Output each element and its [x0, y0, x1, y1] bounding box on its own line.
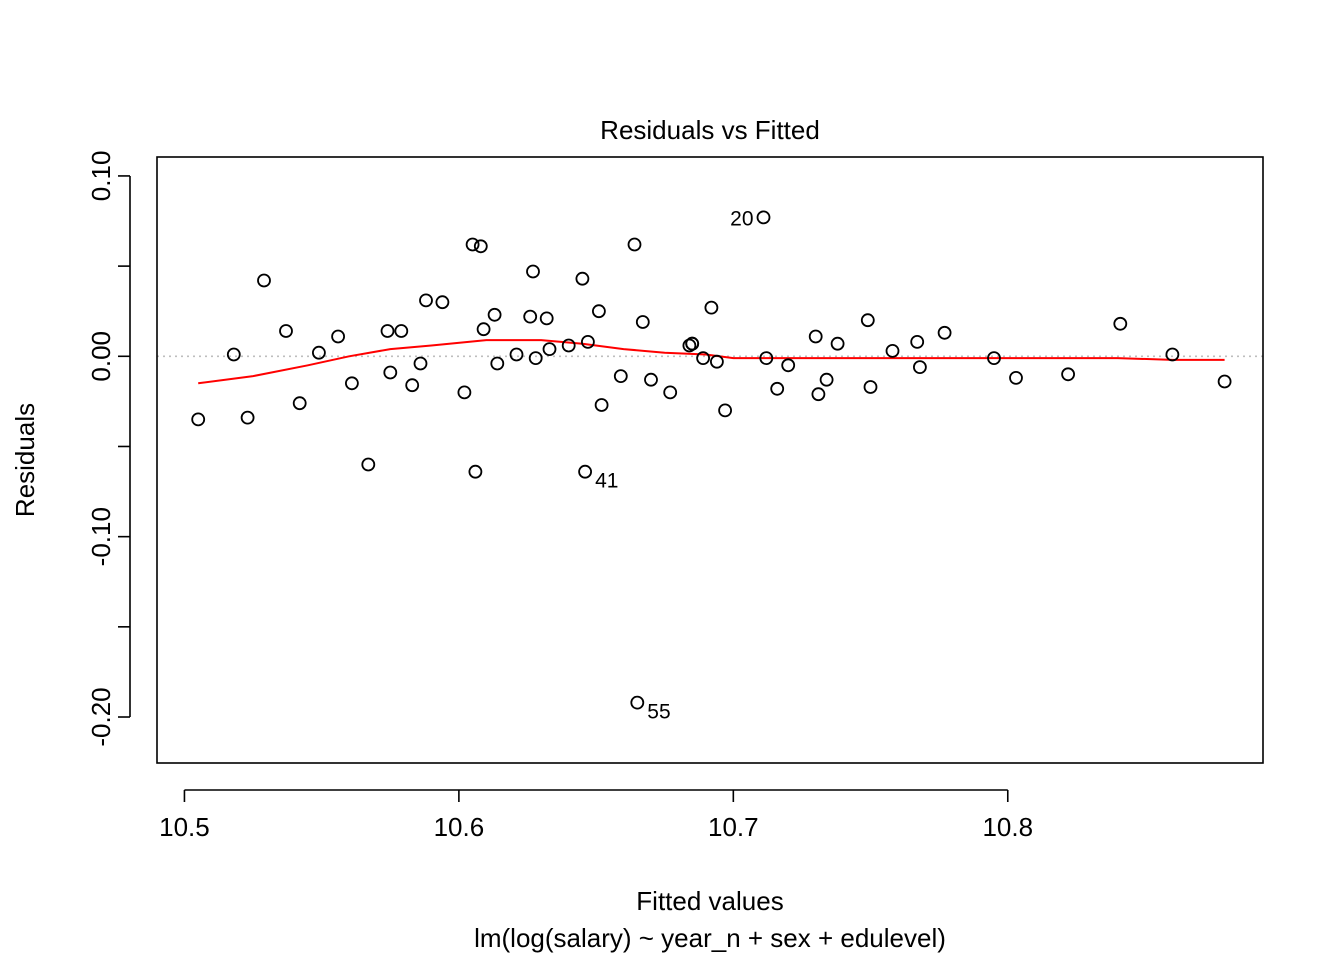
- points-layer: [191, 210, 1232, 710]
- data-point: [465, 237, 480, 252]
- data-point: [819, 372, 834, 387]
- data-point: [811, 387, 826, 402]
- data-point: [311, 345, 326, 360]
- x-axis: 10.5 10.6 10.7 10.8: [159, 789, 1033, 842]
- data-point: [759, 351, 774, 366]
- annotation-layer: 20 41 55: [595, 207, 753, 723]
- outlier-label: 41: [595, 470, 618, 493]
- smooth-line-layer: [198, 339, 1225, 385]
- data-point: [937, 325, 952, 340]
- smooth-line: [198, 339, 1225, 385]
- y-tick-label: 0.10: [86, 151, 116, 202]
- data-point: [561, 338, 576, 353]
- data-point: [394, 324, 409, 338]
- data-point: [885, 343, 900, 358]
- y-tick-label: -0.20: [86, 687, 116, 746]
- y-tick-label: -0.10: [86, 507, 116, 566]
- data-point: [383, 365, 398, 380]
- data-point: [1165, 347, 1180, 362]
- outlier-label: 55: [647, 701, 670, 724]
- data-point: [578, 464, 592, 479]
- data-point: [528, 351, 543, 366]
- data-point: [279, 324, 293, 338]
- y-axis: 0.10 0.00 -0.10 -0.20: [86, 151, 131, 747]
- data-point: [770, 381, 785, 396]
- data-point: [542, 342, 557, 357]
- data-point: [1113, 316, 1128, 331]
- data-point: [331, 329, 346, 344]
- data-point: [830, 336, 845, 351]
- data-point: [910, 334, 925, 349]
- data-point: [710, 354, 724, 369]
- data-point: [539, 311, 554, 326]
- data-point: [575, 271, 590, 286]
- data-point: [860, 313, 875, 328]
- data-point: [413, 356, 428, 371]
- data-point: [1061, 367, 1075, 382]
- data-point: [913, 360, 927, 375]
- data-point: [808, 329, 823, 344]
- data-point: [257, 273, 271, 288]
- data-point: [526, 264, 540, 279]
- data-point: [627, 237, 642, 252]
- data-point: [781, 358, 796, 373]
- outlier-label: 20: [730, 207, 753, 230]
- data-point: [435, 295, 450, 310]
- data-point: [473, 239, 488, 254]
- data-point: [581, 334, 595, 349]
- data-point: [718, 403, 732, 418]
- data-point: [1009, 370, 1023, 385]
- chart-title: Residuals vs Fitted: [600, 115, 820, 145]
- data-point: [292, 396, 307, 411]
- data-point: [476, 322, 491, 337]
- data-point: [613, 369, 628, 384]
- data-point: [635, 315, 650, 329]
- data-point: [592, 304, 606, 319]
- data-point: [863, 380, 878, 394]
- data-point: [490, 356, 505, 371]
- data-point: [344, 376, 359, 391]
- data-point: [685, 336, 700, 351]
- data-point: [644, 372, 658, 387]
- data-point: [361, 457, 376, 472]
- data-point: [630, 695, 645, 710]
- x-tick-label: 10.5: [159, 812, 210, 842]
- data-point: [1217, 374, 1232, 389]
- x-tick-label: 10.7: [708, 812, 759, 842]
- data-point: [487, 307, 502, 322]
- x-axis-label: Fitted values: [636, 886, 783, 916]
- y-tick-label: 0.00: [86, 331, 116, 382]
- x-tick-label: 10.6: [434, 812, 485, 842]
- data-point: [405, 378, 420, 393]
- plot-frame: [156, 156, 1264, 764]
- data-point: [704, 300, 719, 315]
- data-point: [240, 410, 255, 425]
- data-point: [682, 338, 697, 353]
- data-point: [380, 324, 395, 338]
- y-axis-label: Residuals: [10, 403, 40, 517]
- data-point: [523, 309, 538, 324]
- data-point: [226, 347, 241, 362]
- data-point: [663, 385, 678, 400]
- data-point: [594, 398, 609, 412]
- data-point: [696, 351, 710, 366]
- data-point: [756, 210, 771, 225]
- data-point: [987, 351, 1001, 366]
- data-point: [468, 464, 483, 479]
- data-point: [191, 412, 206, 427]
- data-point: [509, 347, 524, 362]
- model-formula-subtitle: lm(log(salary) ~ year_n + sex + edulevel…: [474, 923, 946, 953]
- x-tick-label: 10.8: [982, 812, 1033, 842]
- data-point: [419, 293, 433, 308]
- data-point: [457, 385, 472, 400]
